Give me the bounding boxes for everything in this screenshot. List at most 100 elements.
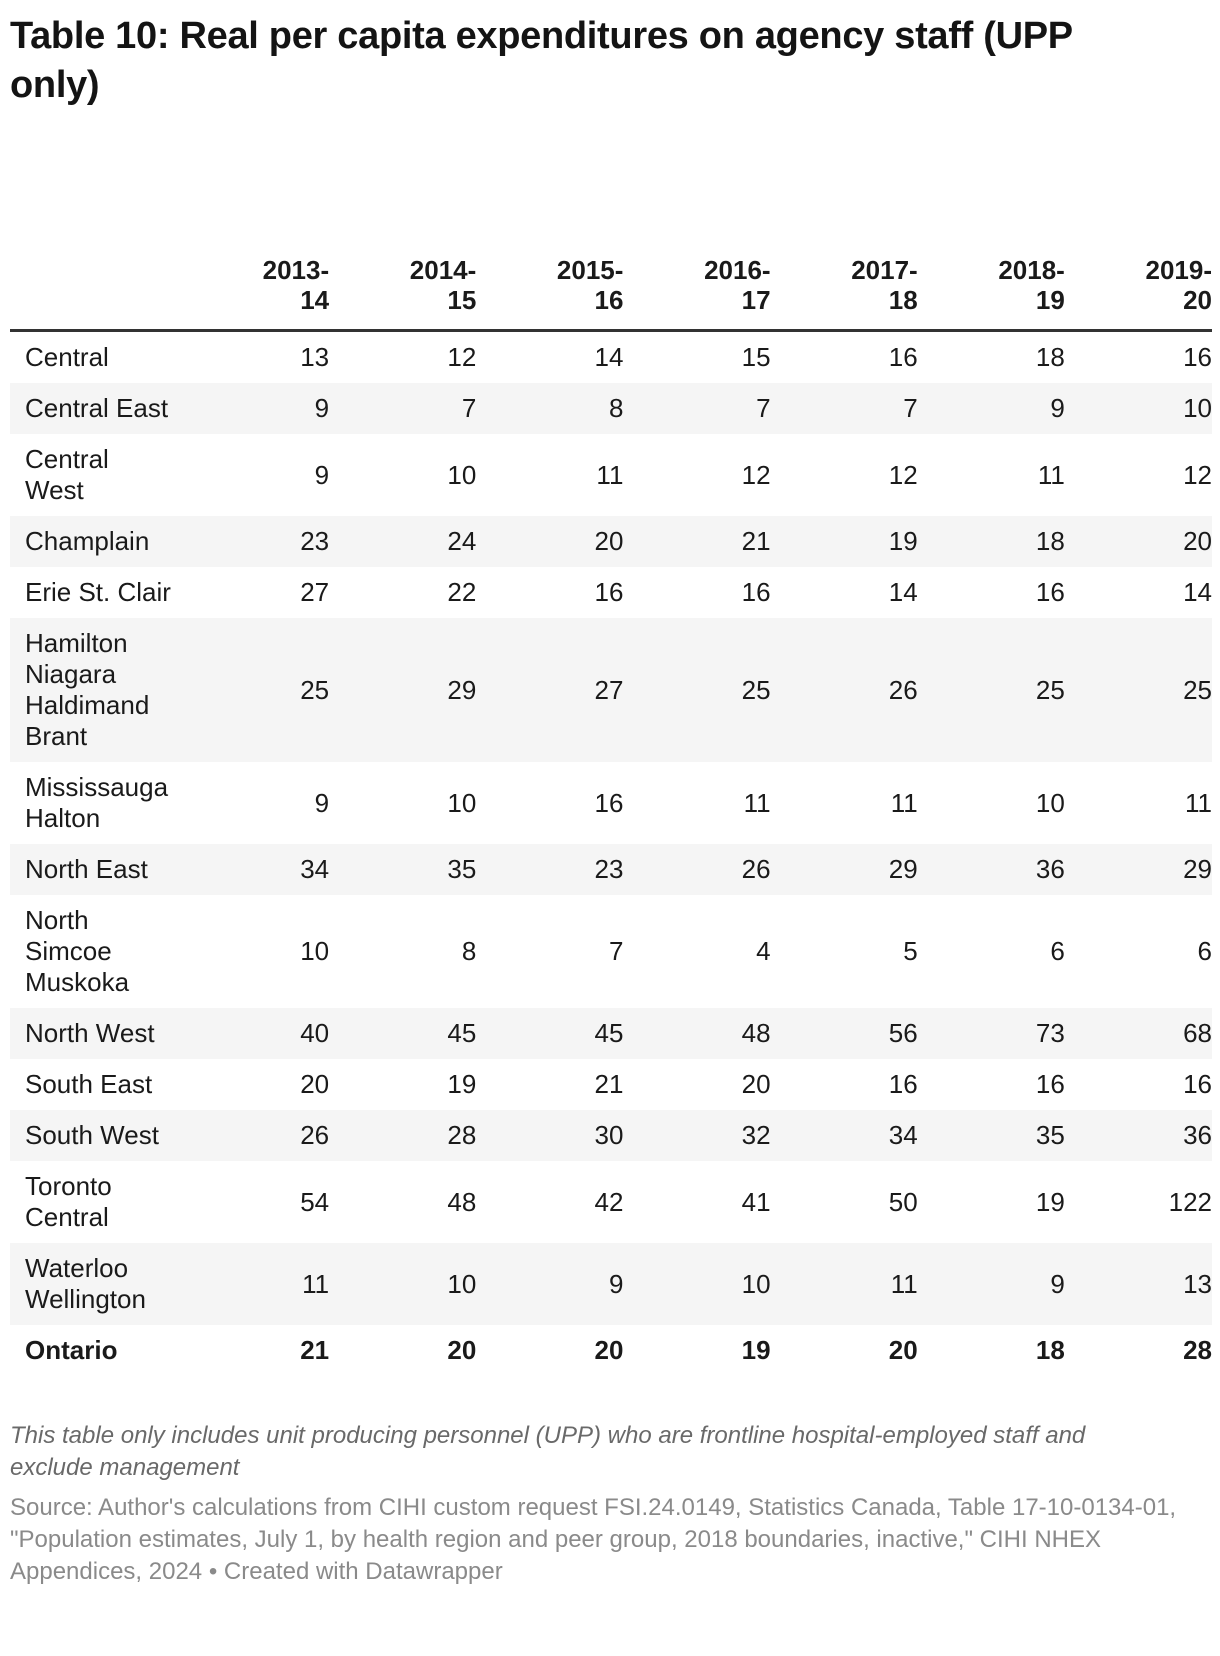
value-cell: 9	[1050, 393, 1065, 424]
value-cell: 13	[1183, 1268, 1212, 1299]
value-cell: 11	[302, 1268, 330, 1299]
table-header-row: 2013- 14 2014- 15 2015- 16 2016- 17 2017- 18…	[10, 255, 1212, 333]
value-cell: 73	[1035, 1018, 1065, 1049]
value-cell: 122	[1168, 1186, 1212, 1217]
value-cell: 22	[447, 577, 477, 608]
value-cell: 42	[594, 1186, 624, 1217]
table-note: This table only includes unit producing …	[10, 1422, 1086, 1482]
value-cell: 20	[594, 526, 624, 557]
value-cell: 7	[461, 393, 477, 424]
value-cell: 35	[447, 854, 477, 885]
value-cell: 13	[300, 342, 330, 373]
year-column-header: 2015- 16	[476, 255, 624, 333]
value-cell: 12	[741, 459, 771, 490]
year-column-header: 2014- 15	[329, 255, 477, 333]
region-column-header	[10, 255, 182, 333]
table-row: Erie St. Clair 27 22 16 16 14 16 14	[10, 567, 1212, 618]
value-cell: 18	[1035, 526, 1065, 557]
value-cell: 16	[741, 577, 771, 608]
value-cell: 26	[300, 1120, 330, 1151]
value-cell: 20	[1183, 526, 1212, 557]
value-cell: 11	[1037, 459, 1065, 490]
value-cell: 68	[1183, 1018, 1212, 1049]
value-cell: 14	[888, 577, 918, 608]
value-cell: 9	[314, 393, 330, 424]
value-cell: 16	[888, 342, 918, 373]
value-cell: 16	[594, 577, 624, 608]
value-cell: 29	[447, 674, 477, 705]
value-cell: 36	[1183, 1120, 1212, 1151]
value-cell: 18	[1035, 1335, 1065, 1366]
value-cell: 16	[1183, 342, 1212, 373]
value-cell: 23	[594, 854, 624, 885]
value-cell: 40	[300, 1018, 330, 1049]
value-cell: 34	[300, 854, 330, 885]
value-cell: 32	[741, 1120, 771, 1151]
region-cell: Central East	[25, 393, 169, 424]
table-row: North East 34 35 23 26 29 36 29	[10, 844, 1212, 896]
region-cell: Mississauga Halton	[25, 772, 169, 834]
value-cell: 21	[741, 526, 771, 557]
value-cell: 19	[1035, 1186, 1065, 1217]
value-cell: 21	[594, 1069, 624, 1100]
region-cell: North Simcoe Muskoka	[25, 905, 130, 998]
region-cell: North West	[25, 1018, 155, 1049]
region-cell: Hamilton Niagara Haldimand Brant	[25, 628, 150, 752]
value-cell: 7	[608, 936, 624, 967]
value-cell: 28	[447, 1120, 477, 1151]
value-cell: 26	[888, 674, 918, 705]
value-cell: 16	[1035, 577, 1065, 608]
value-cell: 15	[741, 342, 771, 373]
value-cell: 12	[1183, 459, 1212, 490]
value-cell: 56	[888, 1018, 918, 1049]
value-cell: 50	[888, 1186, 918, 1217]
region-cell: Central West	[25, 444, 109, 506]
value-cell: 48	[741, 1018, 771, 1049]
value-cell: 29	[1183, 854, 1212, 885]
value-cell: 9	[314, 787, 330, 818]
value-cell: 10	[447, 787, 477, 818]
chart-title: Table 10: Real per capita expenditures o…	[10, 15, 1073, 106]
value-cell: 16	[888, 1069, 918, 1100]
value-cell: 30	[594, 1120, 624, 1151]
value-cell: 27	[594, 674, 624, 705]
table-row: Toronto Central 54 48 42 41 50 19 122	[10, 1161, 1212, 1243]
value-cell: 25	[1183, 674, 1212, 705]
value-cell: 20	[300, 1069, 330, 1100]
table-row: Central 13 12 14 15 16 18 16	[10, 331, 1212, 384]
datawrapper-table-container: Table 10: Real per capita expenditures o…	[10, 15, 1212, 1586]
datawrapper-credit-link[interactable]: Created with Datawrapper	[223, 1558, 503, 1586]
value-cell: 10	[447, 459, 477, 490]
region-cell: Central	[25, 342, 109, 373]
table-body: Central 13 12 14 15 16 18 16 Central East 9 7 8 7 7 9 1…	[10, 331, 1212, 1377]
value-cell: 10	[300, 936, 330, 967]
value-cell: 11	[1185, 787, 1212, 818]
value-cell: 20	[447, 1335, 477, 1366]
value-cell: 21	[300, 1335, 330, 1366]
value-cell: 11	[890, 1268, 918, 1299]
table-row: Central East 9 7 8 7 7 9 10	[10, 383, 1212, 435]
value-cell: 8	[461, 936, 477, 967]
value-cell: 27	[300, 577, 330, 608]
table-row: North West 40 45 45 48 56 73 68	[10, 1008, 1212, 1060]
table-row: Champlain 23 24 20 21 19 18 20	[10, 516, 1212, 568]
data-table: 2013- 14 2014- 15 2015- 16 2016- 17 2017- 18…	[10, 255, 1212, 1376]
year-column-header: 2013- 14	[182, 255, 330, 333]
year-column-header: 2018- 19	[917, 255, 1065, 333]
region-cell: Champlain	[25, 526, 150, 557]
value-cell: 9	[1050, 1268, 1065, 1299]
value-cell: 4	[756, 936, 771, 967]
value-cell: 10	[1035, 787, 1065, 818]
value-cell: 20	[594, 1335, 624, 1366]
value-cell: 12	[888, 459, 918, 490]
region-cell: Ontario	[25, 1335, 118, 1366]
value-cell: 16	[1183, 1069, 1212, 1100]
value-cell: 28	[1183, 1335, 1212, 1366]
value-cell: 11	[596, 459, 624, 490]
value-cell: 45	[594, 1018, 624, 1049]
value-cell: 6	[1050, 936, 1065, 967]
table-row: Waterloo Wellington 11 10 9 10 11 9 13	[10, 1243, 1212, 1326]
value-cell: 20	[888, 1335, 918, 1366]
region-cell: North East	[25, 854, 148, 885]
value-cell: 45	[447, 1018, 477, 1049]
